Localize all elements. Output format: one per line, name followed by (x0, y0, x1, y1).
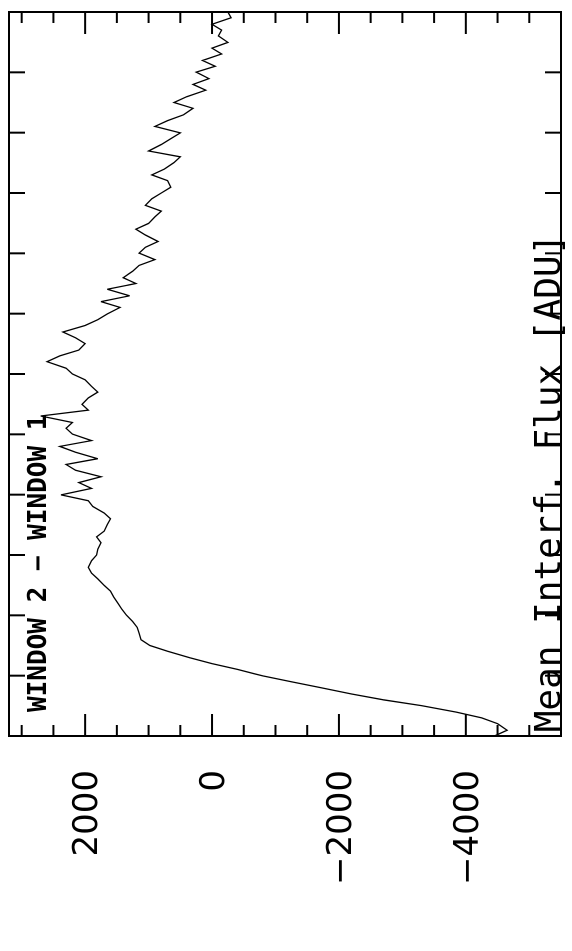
x-axis-ticks (9, 11, 561, 737)
y-tick-label: −4000 (447, 770, 487, 885)
series-line (40, 11, 509, 737)
y-axis-ticks (20, 12, 562, 736)
y-axis-tick-labels: 2000 0 −2000 −4000 (66, 770, 487, 885)
y-tick-label: 0 (193, 770, 233, 792)
chart-annotation: WINDOW 2 − WINDOW 1 (23, 415, 53, 712)
y-axis-title: Mean Interf. Flux [ADU] (528, 234, 569, 733)
y-tick-label: −2000 (320, 770, 360, 885)
plot-frame (8, 11, 562, 737)
y-tick-label: 2000 (66, 770, 106, 857)
